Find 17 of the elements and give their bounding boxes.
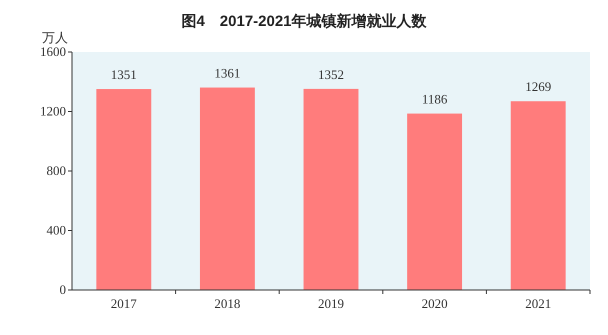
y-tick-label: 800	[46, 163, 66, 178]
y-axis-title: 万人	[42, 30, 68, 45]
x-tick-label: 2017	[110, 296, 138, 311]
data-label: 1351	[110, 67, 137, 82]
y-tick-label: 0	[60, 282, 66, 297]
data-label: 1352	[318, 66, 344, 82]
x-tick-label: 2018	[214, 296, 240, 311]
data-label: 1361	[214, 66, 240, 81]
x-tick-label: 2019	[318, 296, 344, 311]
chart-title: 图4 2017-2021年城镇新增就业人数	[181, 12, 428, 30]
y-tick-label: 1600	[40, 44, 66, 59]
x-tick-label: 2020	[422, 296, 448, 311]
x-tick-label: 2021	[525, 296, 552, 311]
data-label: 1186	[422, 92, 448, 107]
y-tick-label: 1200	[40, 104, 66, 118]
y-tick-label: 400	[46, 222, 66, 238]
data-label: 1269	[525, 79, 552, 94]
